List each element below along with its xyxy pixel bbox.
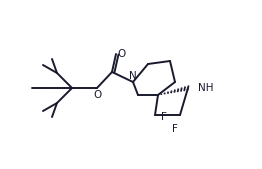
Text: O: O — [117, 49, 125, 59]
Text: NH: NH — [198, 83, 214, 93]
Text: F: F — [172, 124, 178, 134]
Text: O: O — [93, 90, 101, 100]
Text: F: F — [161, 112, 167, 122]
Text: N: N — [129, 71, 137, 81]
